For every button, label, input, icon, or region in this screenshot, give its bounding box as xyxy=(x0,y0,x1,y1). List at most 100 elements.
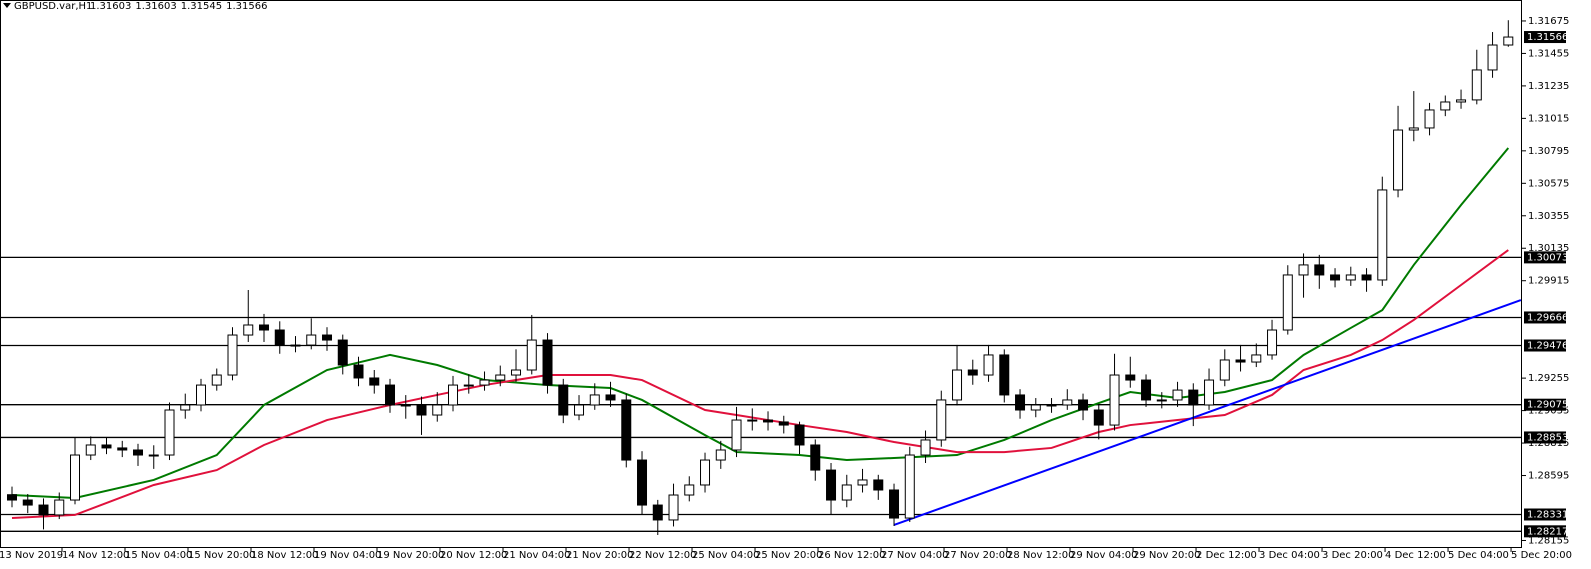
candle-body xyxy=(1219,359,1230,381)
price-box xyxy=(1524,31,1566,44)
candle-body xyxy=(574,404,585,416)
candle-body xyxy=(1062,399,1073,406)
candle-body xyxy=(274,329,285,346)
header-ohlc: 1.31603 1.31603 1.31545 1.31566 xyxy=(90,1,267,12)
x-tick-label: 3 Dec 20:00 xyxy=(1322,550,1383,561)
symbol: GBPUSD.var,H1 xyxy=(14,1,92,12)
y-tick-label: 1.31235 xyxy=(1528,81,1569,92)
candle-body xyxy=(479,379,490,386)
candle-body xyxy=(416,404,427,416)
level-label: 1.29476 xyxy=(1527,341,1568,352)
level-box xyxy=(1524,398,1566,411)
candle-body xyxy=(1393,129,1404,191)
candle-body xyxy=(22,499,33,506)
candle-body xyxy=(400,404,411,407)
candle-body xyxy=(904,454,915,519)
candle-body xyxy=(1408,127,1419,131)
candle-body xyxy=(1046,404,1057,407)
candle-body xyxy=(621,399,632,461)
level-label: 1.30073 xyxy=(1527,252,1568,263)
level-label: 1.29666 xyxy=(1527,312,1568,323)
candle-body xyxy=(1314,264,1325,276)
x-tick-label: 25 Nov 04:00 xyxy=(692,550,759,561)
candle-body xyxy=(101,444,112,449)
x-tick-label: 21 Nov 04:00 xyxy=(503,550,570,561)
candle-body xyxy=(1188,389,1199,406)
candle-body xyxy=(70,454,81,501)
level-label: 1.28331 xyxy=(1527,509,1568,520)
candle-body xyxy=(558,384,569,416)
x-tick-label: 19 Nov 20:00 xyxy=(377,550,444,561)
candle-body xyxy=(952,369,963,401)
candle-body xyxy=(1125,374,1136,381)
price-label: 1.31566 xyxy=(1527,32,1568,43)
candle-body xyxy=(715,449,726,461)
candle-body xyxy=(1030,404,1041,411)
candle-body xyxy=(290,344,301,347)
candle-body xyxy=(211,374,222,386)
candle-body xyxy=(1267,329,1278,356)
x-tick-label: 5 Dec 04:00 xyxy=(1448,550,1509,561)
candle-body xyxy=(1172,389,1183,401)
level-box xyxy=(1524,339,1566,352)
x-tick-label: 15 Nov 20:00 xyxy=(188,550,255,561)
y-tick-label: 1.30135 xyxy=(1528,243,1569,254)
candle-body xyxy=(637,459,648,506)
candle-body xyxy=(337,339,348,366)
x-tick-label: 27 Nov 20:00 xyxy=(944,550,1011,561)
candle-body xyxy=(684,484,695,496)
menu-arrow[interactable] xyxy=(3,3,11,8)
moving-average xyxy=(11,147,1510,499)
candle-body xyxy=(243,324,254,336)
x-tick-label: 4 Dec 12:00 xyxy=(1385,550,1446,561)
candle-body xyxy=(227,334,238,376)
x-tick-label: 28 Nov 12:00 xyxy=(1007,550,1074,561)
y-tick-label: 1.29255 xyxy=(1528,373,1569,384)
x-tick-label: 3 Dec 04:00 xyxy=(1259,550,1320,561)
candle-body xyxy=(1156,399,1167,402)
level-box xyxy=(1524,311,1566,324)
candle-body xyxy=(810,444,821,471)
axes: 1.31675 1.31455 1.31235 1.31015 1.30795 1.305… xyxy=(0,16,1572,561)
candle-body xyxy=(668,494,679,521)
y-tick-label: 1.29035 xyxy=(1528,406,1569,417)
candle-body xyxy=(1093,409,1104,426)
candle-body xyxy=(983,354,994,376)
x-tick-label: 20 Nov 12:00 xyxy=(440,550,507,561)
candle-body xyxy=(731,419,742,451)
candle-body xyxy=(967,369,978,376)
moving-average xyxy=(11,249,1509,520)
candle-body xyxy=(180,404,191,411)
candle-body xyxy=(936,399,947,441)
candle-body xyxy=(85,444,96,456)
candle-body xyxy=(7,494,18,501)
candle-body xyxy=(1141,379,1152,401)
level-label: 1.28853 xyxy=(1527,432,1568,443)
candle-body xyxy=(322,334,333,341)
x-tick-label: 25 Nov 20:00 xyxy=(755,550,822,561)
candle-body xyxy=(1487,44,1498,71)
candle-body xyxy=(1503,36,1514,46)
candle-body xyxy=(589,394,600,406)
candle-body xyxy=(778,421,789,426)
candle-body xyxy=(605,394,616,401)
candle-body xyxy=(873,479,884,491)
candle-body xyxy=(1078,399,1089,411)
y-tick-label: 1.28155 xyxy=(1528,535,1569,546)
candle-body xyxy=(920,439,931,456)
candle-body xyxy=(999,354,1010,396)
candle-body xyxy=(1440,101,1451,111)
candle-body xyxy=(826,469,837,501)
candle-body xyxy=(889,489,900,519)
y-tick-label: 1.28815 xyxy=(1528,438,1569,449)
candle-body xyxy=(1235,359,1246,363)
x-tick-label: 14 Nov 12:00 xyxy=(62,550,129,561)
candle-body xyxy=(841,484,852,501)
candle-body xyxy=(1330,274,1341,281)
x-tick-label: 21 Nov 20:00 xyxy=(566,550,633,561)
candle-body xyxy=(369,377,380,386)
x-tick-label: 26 Nov 12:00 xyxy=(818,550,885,561)
header-value: 1.31545 xyxy=(181,1,222,12)
candle-body xyxy=(259,324,270,331)
x-tick-label: 2 Dec 12:00 xyxy=(1196,550,1257,561)
